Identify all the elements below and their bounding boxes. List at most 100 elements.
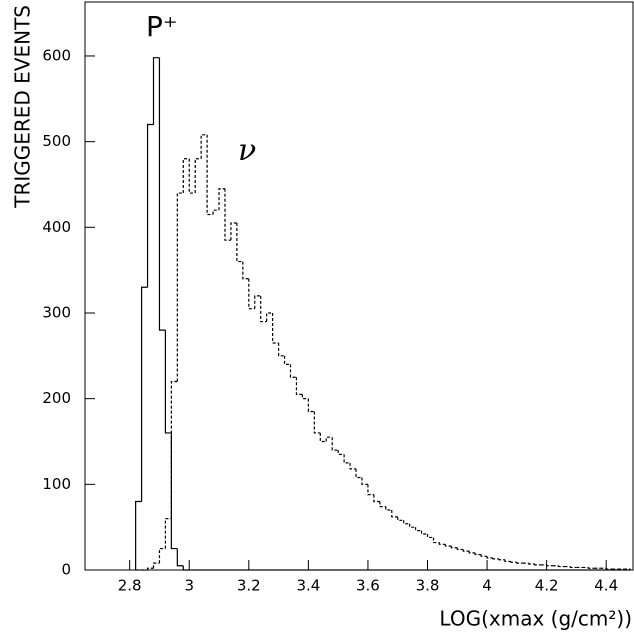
histogram-step	[438, 542, 446, 545]
histogram-step	[474, 552, 482, 556]
histogram-step	[135, 500, 142, 570]
histogram-step	[379, 501, 386, 508]
histogram-step	[498, 558, 505, 561]
histogram-step	[289, 364, 297, 378]
histogram-step	[164, 330, 172, 434]
histogram-step	[420, 530, 428, 535]
histogram-step	[254, 295, 261, 309]
histogram-step	[325, 436, 333, 442]
histogram-step	[295, 377, 303, 395]
histogram-step	[182, 158, 190, 194]
histogram-step	[152, 562, 160, 569]
y-tick-label: 400	[42, 218, 71, 236]
histogram-step	[624, 568, 631, 570]
histogram-step	[403, 520, 410, 525]
histogram-step	[450, 546, 458, 549]
histogram-step	[486, 556, 494, 559]
histogram-step	[242, 261, 249, 280]
histogram-step	[397, 516, 404, 521]
histogram-step	[158, 547, 166, 564]
histogram-step	[337, 450, 345, 455]
histogram-step	[158, 57, 166, 331]
histogram-step	[587, 567, 595, 569]
histogram-step	[504, 559, 511, 563]
y-tick-label: 600	[42, 46, 71, 64]
x-axis-label: LOG(xmax (g/cm²))	[439, 607, 632, 631]
histogram-step	[266, 312, 273, 322]
histogram-step	[307, 398, 315, 413]
histogram-step	[534, 564, 541, 566]
histogram-step	[176, 192, 184, 382]
histogram-step	[456, 547, 464, 551]
histogram-step	[444, 544, 452, 547]
histogram-step	[492, 558, 499, 560]
y-tick-label: 100	[42, 475, 71, 493]
histogram-step	[277, 342, 285, 357]
y-axis-label: TRIGGERED EVENTS	[11, 5, 35, 209]
x-tick-label: 2.8	[118, 577, 142, 595]
histogram-step	[218, 188, 225, 211]
x-tick-label: 4.4	[594, 577, 618, 595]
x-tick-label: 4.2	[535, 577, 559, 595]
y-tick-label: 300	[42, 303, 71, 321]
y-tick-label: 500	[42, 132, 71, 150]
histogram-step	[432, 537, 440, 544]
histogram-step	[414, 527, 422, 532]
histogram-step	[146, 123, 154, 288]
x-tick-label: 3.4	[296, 577, 320, 595]
x-tick-label: 3	[184, 577, 194, 595]
histogram-step	[146, 567, 154, 570]
histogram-step	[516, 562, 523, 564]
histogram-step	[605, 568, 613, 570]
y-tick-label: 0	[61, 561, 71, 579]
histogram-step	[367, 484, 374, 496]
histogram-step	[230, 222, 237, 241]
y-tick-label: 200	[42, 389, 71, 407]
histogram-step	[480, 554, 488, 557]
histogram-step	[569, 566, 577, 569]
histogram-step	[373, 494, 380, 503]
histogram-step	[385, 506, 392, 511]
plot-frame	[84, 1, 634, 571]
histogram-step	[212, 209, 220, 215]
histogram-step	[331, 437, 339, 451]
histogram-step	[236, 223, 243, 263]
histogram-step	[468, 551, 476, 554]
histogram-step	[301, 394, 309, 400]
histogram-step	[152, 57, 160, 125]
histogram-step	[283, 355, 291, 365]
histogram-step	[164, 517, 172, 549]
annotation: ν	[238, 133, 256, 168]
histogram-step	[206, 134, 214, 216]
x-tick-label: 3.8	[416, 577, 440, 595]
histogram-step	[557, 565, 565, 568]
histogram-step	[510, 561, 517, 563]
histogram-step	[343, 454, 351, 464]
histogram-step	[170, 380, 178, 519]
histogram-step	[546, 564, 553, 567]
histogram-step	[248, 278, 255, 310]
histogram-step	[182, 565, 190, 571]
x-tick-label: 4	[482, 577, 492, 595]
histogram-step	[170, 432, 178, 550]
histogram-step	[188, 158, 196, 194]
histogram-step	[200, 134, 208, 159]
histogram-step	[409, 523, 416, 528]
histogram-step	[355, 468, 362, 479]
histogram-step	[313, 411, 321, 434]
x-tick-label: 3.2	[237, 577, 261, 595]
histogram-step	[224, 188, 231, 241]
histogram-step	[528, 563, 535, 565]
histogram-step	[260, 295, 267, 323]
annotation: P⁺	[146, 10, 178, 43]
histogram-step	[462, 549, 470, 552]
histogram-step	[319, 432, 327, 443]
histogram-step	[272, 312, 279, 344]
histogram-step	[426, 534, 434, 539]
histogram-step	[349, 462, 357, 470]
histogram-step	[140, 286, 148, 502]
histogram-step	[176, 548, 184, 567]
x-tick-label: 3.6	[356, 577, 380, 595]
